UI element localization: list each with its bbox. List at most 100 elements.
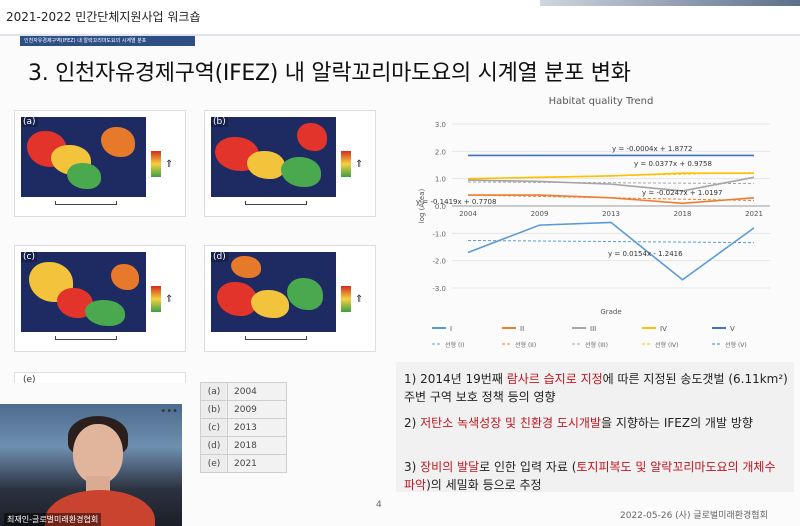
footer-date-org: 2022-05-26 (사) 글로벌미래환경협회 (620, 511, 768, 521)
note-keyword: 저탄소 녹색성장 및 친환경 도시개발 (420, 416, 601, 430)
note-text: 2) (404, 416, 421, 430)
habitat-map-image (211, 117, 336, 197)
legend-entry: II (520, 325, 524, 333)
map-label: (d) (211, 252, 228, 262)
note-item-3: 3) 장비의 발달로 인한 입력 자료 (토지피복도 및 알락꼬리마도요의 개체… (404, 458, 788, 494)
map-legend (341, 151, 351, 177)
legend-entry: 선형 (III) (585, 341, 608, 349)
table-row: (c) 2013 (200, 418, 287, 437)
scale-bar (55, 201, 117, 205)
trend-equation: y = 0.0377x + 0.9758 (634, 160, 712, 168)
trendline-III (467, 181, 755, 185)
page-number: 4 (376, 500, 382, 510)
map-label: (e) (23, 375, 36, 385)
legend-entry: 선형 (IV) (655, 341, 679, 349)
y-tick-label: 0.0 (435, 203, 446, 211)
presenter-face (73, 424, 123, 484)
scale-bar (245, 336, 307, 340)
legend-entry: 선형 (I) (445, 341, 464, 349)
x-tick-label: 2021 (745, 210, 763, 218)
table-cell-year: 2018 (227, 436, 287, 455)
chart-title: Habitat quality Trend (548, 96, 654, 107)
notes-box: 1) 2014년 19번째 람사르 습지로 지정에 따른 지정된 송도갯벌 (6… (396, 362, 794, 492)
trendline-I (467, 239, 755, 244)
note-item-1: 1) 2014년 19번째 람사르 습지로 지정에 따른 지정된 송도갯벌 (6… (404, 370, 788, 406)
note-text: 1) 2014년 19번째 (404, 372, 507, 386)
map-card: (e) (14, 372, 186, 385)
table-row: (a) 2004 (200, 382, 287, 401)
y-tick-label: -2.0 (432, 258, 446, 266)
habitat-map-image (21, 117, 146, 197)
table-row: (b) 2009 (200, 400, 287, 419)
table-cell-key: (d) (200, 436, 228, 455)
map-label: (a) (21, 117, 38, 127)
series-line-III (467, 176, 755, 192)
scale-bar (245, 201, 307, 205)
map-card: (a) ⇑ (14, 110, 186, 217)
map-card: (d) ⇑ (204, 245, 376, 352)
x-tick-label: 2009 (531, 210, 549, 218)
north-arrow-icon: ⇑ (165, 159, 174, 170)
table-cell-year: 2013 (227, 418, 287, 437)
trend-equation: y = -0.0004x + 1.8772 (612, 145, 692, 153)
table-cell-key: (b) (200, 400, 228, 419)
map-label: (b) (211, 117, 228, 127)
participant-name: 최재인-글로벌미래환경협회 (4, 513, 102, 526)
map-card: (b) ⇑ (204, 110, 376, 217)
y-tick-label: -3.0 (432, 285, 446, 293)
slide-header-bar: 2021-2022 민간단체지원사업 워크숍 (0, 0, 800, 36)
note-item-2: 2) 저탄소 녹색성장 및 친환경 도시개발을 지향하는 IFEZ의 개발 방향 (404, 414, 788, 432)
table-cell-year: 2009 (227, 400, 287, 419)
north-arrow-icon: ⇑ (355, 159, 364, 170)
map-legend (151, 151, 161, 177)
year-key-table: (a) 2004 (b) 2009 (c) 2013 (d) 2018 (e) 2021 (200, 382, 287, 473)
north-arrow-icon: ⇑ (165, 294, 174, 305)
slide-title: 3. 인천자유경제구역(IFEZ) 내 알락꼬리마도요의 시계열 분포 변화 (28, 61, 631, 86)
legend-entry: V (730, 325, 735, 333)
x-tick-label: 2018 (674, 210, 692, 218)
trend-equation: y = -0.0247x + 1.0197 (642, 189, 722, 197)
series-line-I (467, 221, 755, 281)
section-tag: 인천자유경제구역(IFEZ) 내 알락꼬리마도요의 시계열 분포 (20, 36, 195, 46)
legend-entry: IV (660, 325, 667, 333)
table-cell-key: (e) (200, 454, 228, 473)
scale-bar (55, 336, 117, 340)
note-text: 을 지향하는 IFEZ의 개발 방향 (601, 416, 753, 430)
map-legend (151, 286, 161, 312)
header-accent (540, 0, 800, 6)
legend-entry: 선형 (II) (515, 341, 536, 349)
trendline-IV (467, 172, 755, 180)
map-label: (c) (21, 252, 37, 262)
table-cell-key: (c) (200, 418, 228, 437)
note-keyword: 토지피복도 및 알락꼬리마도요의 개체수 파악 (404, 460, 776, 492)
map-legend (341, 286, 351, 312)
table-row: (d) 2018 (200, 436, 287, 455)
y-tick-label: 3.0 (435, 121, 446, 129)
north-arrow-icon: ⇑ (355, 294, 364, 305)
y-tick-label: 1.0 (435, 176, 446, 184)
more-options-icon[interactable]: ••• (160, 406, 178, 417)
x-tick-label: 2004 (459, 210, 477, 218)
table-row: (e) 2021 (200, 454, 287, 473)
table-cell-year: 2004 (227, 382, 287, 401)
legend-entry: III (590, 325, 596, 333)
note-text: 3) (404, 460, 421, 474)
webcam-tile[interactable]: ••• 최재인-글로벌미래환경협회 (0, 404, 182, 526)
legend-entry: 선형 (V) (725, 341, 747, 349)
y-tick-label: 2.0 (435, 148, 446, 156)
trend-equation: y = 0.0154x - 1.2416 (608, 250, 683, 258)
table-cell-key: (a) (200, 382, 228, 401)
map-panel: (a) ⇑ (b) ⇑ (c) (14, 110, 404, 385)
habitat-map-image (211, 252, 336, 332)
note-text: 로 인한 입력 자료 ( (479, 460, 577, 474)
trend-equation: y = -0.1419x + 0.7708 (416, 198, 496, 206)
legend-entry: I (450, 325, 452, 333)
trendline-II (467, 194, 755, 202)
x-tick-label: 2013 (602, 210, 620, 218)
map-card: (c) ⇑ (14, 245, 186, 352)
note-keyword: 장비의 발달 (420, 460, 480, 474)
note-text: )의 세밀화 등으로 추정 (426, 478, 542, 492)
habitat-map-image (21, 252, 146, 332)
note-keyword: 람사르 습지로 지정 (506, 372, 603, 386)
